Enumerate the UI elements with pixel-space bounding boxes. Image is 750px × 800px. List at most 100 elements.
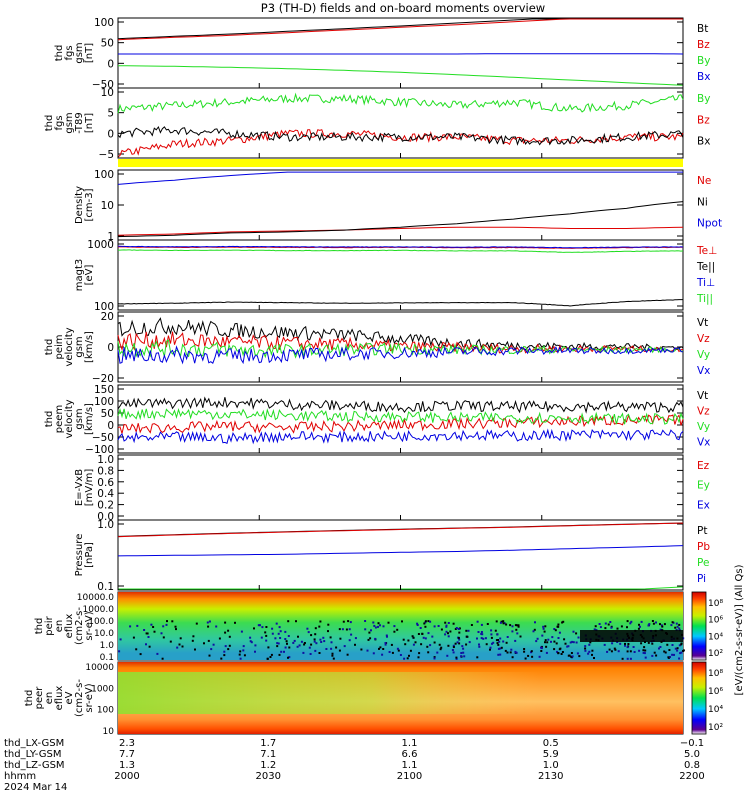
- y-tick-label: 5: [107, 108, 114, 120]
- spectrogram-speckle: [318, 625, 321, 628]
- spectrogram-speckle: [206, 621, 209, 624]
- spectrogram-speckle: [462, 647, 465, 650]
- spectrogram-speckle: [210, 648, 213, 651]
- series-Te||: [117, 245, 684, 249]
- spectrogram-speckle: [497, 639, 499, 641]
- spectrogram-speckle: [594, 625, 597, 628]
- spectrogram-speckle: [402, 638, 405, 641]
- spectrogram-speckle: [309, 653, 312, 655]
- spectrogram-speckle: [588, 643, 591, 646]
- peir-spectrogram-speckle: [118, 620, 685, 660]
- spectrogram-speckle: [674, 626, 677, 629]
- spectrogram-speckle: [212, 643, 215, 646]
- series-Ti⊥: [118, 249, 684, 253]
- spectrogram-speckle: [307, 631, 310, 634]
- spectrogram-speckle: [460, 655, 463, 658]
- spectrogram-speckle: [283, 650, 285, 653]
- spectrogram-speckle: [553, 640, 556, 643]
- spectrogram-speckle: [396, 628, 399, 631]
- spectrogram-speckle: [540, 650, 543, 652]
- spectrogram-speckle: [303, 642, 306, 644]
- spectrogram-speckle: [445, 630, 448, 633]
- spectrogram-speckle: [680, 643, 683, 646]
- legend-entry: Bz: [697, 39, 710, 51]
- spectrogram-speckle: [624, 644, 626, 647]
- spectrogram-speckle: [224, 645, 227, 648]
- spectrogram-speckle: [260, 636, 263, 639]
- spectrogram-speckle: [571, 640, 574, 643]
- series-Bz: [117, 129, 684, 158]
- spectrogram-speckle: [449, 630, 452, 633]
- spectrogram-speckle: [426, 645, 429, 648]
- spectrogram-speckle: [373, 624, 376, 627]
- spectrogram-speckle: [393, 625, 396, 628]
- spectrogram-speckle: [523, 650, 526, 653]
- spectrogram-speckle: [532, 630, 535, 633]
- spectrogram-speckle: [506, 636, 509, 638]
- spectrogram-speckle: [614, 648, 617, 651]
- spectrogram-speckle: [327, 623, 330, 626]
- spectrogram-speckle: [360, 648, 363, 651]
- y-axis-label: gsm: [74, 42, 85, 63]
- panel-fgs_gsm_dsub: 10 5 0 −5 thd fgs gsm -T89 [nT] By Bz Bx: [44, 87, 710, 161]
- spectrogram-speckle: [271, 632, 274, 635]
- spectrogram-speckle: [661, 625, 664, 628]
- spectrogram-speckle: [476, 620, 479, 623]
- spectrogram-speckle: [648, 623, 651, 626]
- spectrogram-speckle: [670, 624, 673, 627]
- spectrogram-speckle: [437, 625, 440, 627]
- spectrogram-speckle: [414, 641, 417, 644]
- spectrogram-speckle: [588, 650, 591, 653]
- spectrogram-speckle: [555, 642, 558, 645]
- spectrogram-speckle: [314, 627, 317, 630]
- spectrogram-speckle: [331, 652, 334, 655]
- spectrogram-speckle: [523, 648, 526, 650]
- spectrogram-speckle: [511, 625, 514, 628]
- spectrogram-speckle: [550, 640, 552, 643]
- spectrogram-speckle: [439, 648, 442, 651]
- spectrogram-speckle: [534, 621, 536, 624]
- spectrogram-speckle: [587, 652, 590, 655]
- spectrogram-speckle: [495, 620, 498, 623]
- y-tick-label: 10: [103, 727, 115, 737]
- spectrogram-speckle: [147, 636, 150, 638]
- spectrogram-speckle: [203, 642, 205, 645]
- y-axis-label: E=-VxB: [74, 469, 85, 506]
- spectrogram-speckle: [148, 645, 151, 648]
- spectrogram-speckle: [558, 631, 561, 634]
- spectrogram-speckle: [556, 650, 559, 653]
- spectrogram-speckle: [515, 628, 518, 631]
- spectrogram-speckle: [638, 623, 640, 626]
- spectrogram-speckle: [511, 656, 514, 659]
- spectrogram-speckle: [563, 638, 566, 641]
- spectrogram-speckle: [495, 639, 498, 642]
- spectrogram-speckle: [249, 640, 252, 643]
- spectrogram-speckle: [227, 648, 230, 651]
- spectrogram-speckle: [391, 651, 394, 654]
- spectrogram-speckle: [499, 653, 502, 656]
- spectrogram-speckle: [192, 635, 195, 638]
- spectrogram-speckle: [577, 636, 580, 639]
- spectrogram-speckle: [259, 624, 261, 627]
- spectrogram-speckle: [679, 652, 682, 655]
- y-axis-label: magt3: [74, 259, 85, 292]
- spectrogram-speckle: [598, 623, 601, 625]
- spectrogram-speckle: [366, 649, 369, 652]
- spectrogram-speckle: [470, 624, 473, 626]
- spectrogram-speckle: [303, 643, 306, 646]
- spectrogram-speckle: [647, 624, 650, 627]
- spectrogram-speckle: [584, 645, 587, 648]
- colorbar-tick-label: 10⁸: [708, 669, 723, 679]
- y-tick-label: 10: [101, 200, 114, 212]
- y-tick-label: −50: [92, 432, 114, 444]
- spectrogram-speckle: [626, 626, 628, 629]
- spectrogram-speckle: [609, 621, 612, 623]
- colorbar-tick-label: 10⁸: [708, 599, 723, 609]
- spectrogram-speckle: [175, 628, 177, 631]
- y-tick-label: 10000: [85, 663, 114, 673]
- spectrogram-speckle: [424, 620, 427, 623]
- spectrogram-speckle: [280, 650, 283, 653]
- colorbar-tick-label: 10⁴: [708, 705, 723, 715]
- spectrogram-speckle: [647, 641, 650, 644]
- spectrogram-speckle: [343, 645, 346, 648]
